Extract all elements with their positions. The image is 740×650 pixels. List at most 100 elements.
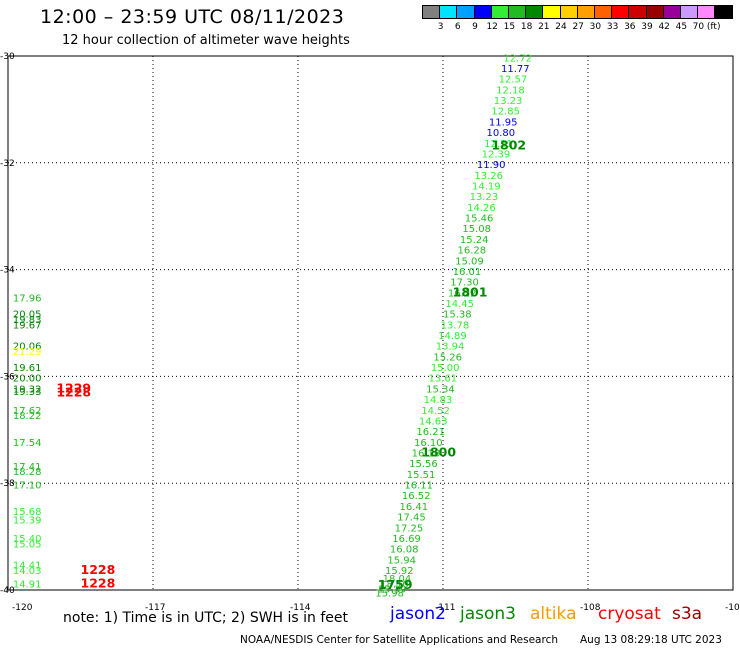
wave-height-value: 17.96 bbox=[13, 294, 42, 305]
colorbar-label: 30 bbox=[589, 22, 602, 32]
wave-height-value: 12.18 bbox=[496, 85, 525, 96]
x-tick-label: -120 bbox=[12, 603, 33, 613]
wave-height-value: 15.34 bbox=[426, 384, 455, 395]
colorbar-label: 27 bbox=[572, 22, 584, 32]
time-label: 1800 bbox=[421, 445, 456, 460]
footer-credit: NOAA/NESDIS Center for Satellite Applica… bbox=[240, 634, 558, 646]
wave-height-value: 15.98 bbox=[375, 588, 404, 599]
wave-height-value: 16.10 bbox=[414, 438, 443, 449]
wave-height-value: 15.24 bbox=[460, 235, 489, 246]
wave-height-value: 14.45 bbox=[445, 299, 474, 310]
wave-height-value: 20.00 bbox=[13, 374, 42, 385]
colorbar-label: 6 bbox=[454, 22, 461, 32]
wave-height-value: 14.41 bbox=[13, 561, 42, 572]
colorbar-label: 36 bbox=[624, 22, 636, 32]
wave-height-value: 16.22 bbox=[448, 288, 477, 299]
y-tick-label: -36 bbox=[0, 372, 15, 382]
satellite-legend-jason3: jason3 bbox=[460, 604, 516, 624]
y-tick-label: -34 bbox=[0, 266, 15, 276]
time-label: 1228 bbox=[81, 575, 116, 590]
wave-height-value: 13.78 bbox=[441, 320, 470, 331]
wave-height-value: 14.26 bbox=[467, 203, 496, 214]
wave-height-value: 15.39 bbox=[378, 585, 407, 596]
y-tick-label: -38 bbox=[0, 479, 15, 489]
wave-height-value: 16.52 bbox=[402, 491, 431, 502]
wave-height-value: 14.89 bbox=[438, 331, 467, 342]
wave-height-value: 19.32 bbox=[13, 384, 42, 395]
wave-height-value: 14.52 bbox=[421, 406, 450, 417]
wave-height-value: 16.41 bbox=[400, 502, 429, 513]
footer-timestamp: Aug 13 08:29:18 UTC 2023 bbox=[580, 634, 722, 646]
plot-frame bbox=[7, 55, 734, 591]
wave-height-value: 15.00 bbox=[431, 363, 460, 374]
wave-height-value: 19.33 bbox=[13, 387, 42, 398]
colorbar-label: 70 (ft) bbox=[692, 22, 721, 32]
colorbar-label: 3 bbox=[437, 22, 444, 32]
wave-height-value: 15.56 bbox=[409, 459, 438, 470]
wave-height-value: 12.72 bbox=[503, 53, 532, 64]
wave-height-value: 15.92 bbox=[385, 566, 414, 577]
wave-height-value: 13.61 bbox=[429, 374, 458, 385]
wave-height-value: 12.31 bbox=[484, 139, 513, 150]
satellite-legend-altika: altika bbox=[530, 604, 577, 624]
time-label: 1228 bbox=[81, 562, 116, 577]
wave-height-value: 15.09 bbox=[455, 256, 484, 267]
wave-height-value: 17.62 bbox=[13, 406, 42, 417]
wave-height-value: 15.38 bbox=[443, 310, 472, 321]
y-tick-label: -40 bbox=[0, 586, 15, 596]
satellite-legend-s3a: s3a bbox=[672, 604, 703, 624]
wave-height-value: 12.57 bbox=[499, 75, 528, 86]
wave-height-value: 15.94 bbox=[387, 555, 416, 566]
wave-height-value: 21.29 bbox=[13, 347, 42, 358]
wave-height-value: 11.95 bbox=[489, 117, 518, 128]
wave-height-value: 19.61 bbox=[13, 363, 42, 374]
x-tick-label: -105 bbox=[725, 603, 740, 613]
wave-height-value: 18.10 bbox=[380, 579, 409, 590]
satellite-legend-cryosat: cryosat bbox=[598, 604, 661, 624]
chart-subtitle: 12 hour collection of altimeter wave hei… bbox=[62, 33, 350, 48]
colorbar-label: 42 bbox=[658, 22, 670, 32]
wave-height-value: 16.08 bbox=[390, 545, 419, 556]
time-label: 1229 bbox=[56, 380, 91, 395]
x-tick-label: -114 bbox=[290, 603, 311, 613]
time-label: 1802 bbox=[491, 137, 526, 152]
wave-height-value: 20.06 bbox=[13, 342, 42, 353]
wave-height-value: 16.69 bbox=[392, 534, 421, 545]
wave-height-value: 15.46 bbox=[465, 214, 494, 225]
wave-height-value: 19.83 bbox=[13, 315, 42, 326]
wave-height-value: 13.23 bbox=[470, 192, 499, 203]
colorbar-label: 15 bbox=[503, 22, 516, 32]
wave-height-value: 17.41 bbox=[13, 462, 42, 473]
x-tick-label: -111 bbox=[435, 603, 455, 613]
wave-height-value: 11.77 bbox=[501, 64, 530, 75]
wave-height-value: 13.26 bbox=[474, 171, 503, 182]
satellite-legend-jason2: jason2 bbox=[390, 604, 446, 624]
wave-height-value: 18.04 bbox=[383, 574, 412, 585]
wave-height-value: 10.80 bbox=[487, 128, 516, 139]
wave-height-value: 17.54 bbox=[13, 438, 42, 449]
colorbar-swatch bbox=[714, 5, 733, 19]
wave-height-value: 16.21 bbox=[416, 427, 445, 438]
x-tick-label: -117 bbox=[145, 603, 165, 613]
colorbar-label: 39 bbox=[641, 22, 653, 32]
wave-height-value: 13.94 bbox=[436, 342, 465, 353]
wave-height-value: 15.40 bbox=[13, 534, 42, 545]
x-tick-label: -108 bbox=[580, 603, 601, 613]
wave-height-value: 16.11 bbox=[404, 481, 433, 492]
colorbar-label: 18 bbox=[520, 22, 533, 32]
wave-height-value: 15.05 bbox=[13, 539, 42, 550]
wave-height-value: 14.83 bbox=[424, 395, 453, 406]
footer-note: note: 1) Time is in UTC; 2) SWH is in fe… bbox=[63, 610, 349, 626]
wave-height-value: 15.26 bbox=[433, 352, 462, 363]
colorbar-label: 45 bbox=[675, 22, 688, 32]
wave-height-value: 18.22 bbox=[13, 411, 42, 422]
wave-height-value: 12.39 bbox=[482, 149, 511, 160]
wave-height-value: 17.10 bbox=[13, 481, 42, 492]
wave-height-value: 16.18 bbox=[412, 449, 441, 460]
colorbar-label: 9 bbox=[472, 22, 478, 32]
chart-title: 12:00 – 23:59 UTC 08/11/2023 bbox=[40, 6, 345, 28]
wave-height-value: 12.85 bbox=[491, 107, 520, 118]
wave-height-value: 13.23 bbox=[494, 96, 523, 107]
wave-height-value: 20.05 bbox=[13, 310, 42, 321]
